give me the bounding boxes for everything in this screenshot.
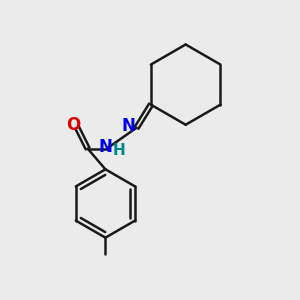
Text: H: H xyxy=(113,142,126,158)
Text: O: O xyxy=(67,116,81,134)
Text: N: N xyxy=(122,117,135,135)
Text: N: N xyxy=(98,138,112,156)
